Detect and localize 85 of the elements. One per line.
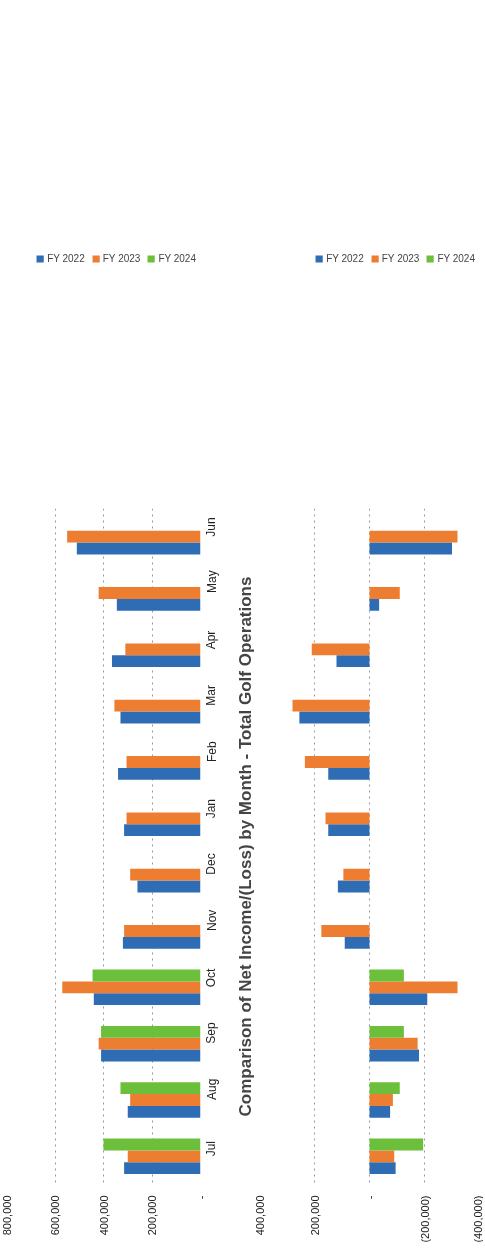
bar bbox=[118, 767, 201, 780]
legend-label: FY 2022 bbox=[326, 252, 364, 264]
bar bbox=[130, 868, 201, 881]
y-tick-label: May bbox=[204, 570, 219, 593]
bar bbox=[126, 756, 201, 768]
bar bbox=[369, 1138, 424, 1151]
bar bbox=[328, 824, 370, 837]
bar bbox=[126, 812, 201, 825]
bar bbox=[369, 542, 452, 555]
bar bbox=[67, 530, 201, 543]
x-tick-label: 200,000 bbox=[146, 1195, 158, 1236]
bar bbox=[369, 969, 404, 982]
bar bbox=[127, 1150, 201, 1163]
bar bbox=[344, 936, 370, 949]
y-tick-label: Feb bbox=[204, 741, 219, 762]
y-tick-label: Mar bbox=[204, 684, 219, 706]
bar bbox=[321, 925, 370, 937]
bar bbox=[93, 993, 201, 1006]
bar bbox=[343, 868, 370, 881]
bar bbox=[369, 1037, 418, 1050]
bar bbox=[111, 655, 201, 668]
x-tick-label: 600,000 bbox=[49, 1195, 61, 1236]
bar bbox=[328, 767, 370, 780]
legend-label: FY 2023 bbox=[381, 252, 420, 264]
bar bbox=[98, 587, 201, 599]
bar bbox=[369, 993, 428, 1006]
y-tick-label: Sep bbox=[204, 1021, 219, 1044]
legend-label: FY 2024 bbox=[158, 252, 196, 264]
bar bbox=[369, 587, 400, 599]
bar bbox=[116, 598, 201, 611]
y-tick-label: Dec bbox=[204, 853, 219, 875]
y-tick-label: Jul bbox=[204, 1140, 219, 1157]
y-tick-label: Jan bbox=[204, 798, 219, 819]
x-tick-label: 800,000 bbox=[0, 1195, 13, 1236]
bar bbox=[292, 699, 370, 712]
legend-label: FY 2024 bbox=[437, 252, 475, 264]
bar bbox=[114, 699, 201, 712]
bar bbox=[120, 711, 201, 724]
bar bbox=[101, 1025, 201, 1038]
bar bbox=[120, 1082, 201, 1095]
bar bbox=[304, 756, 370, 768]
bar bbox=[369, 1049, 419, 1062]
bar bbox=[127, 1105, 201, 1118]
legend-label: FY 2022 bbox=[47, 252, 85, 264]
y-tick-label: Oct bbox=[204, 968, 219, 988]
legend-label: FY 2023 bbox=[102, 252, 141, 264]
bar bbox=[122, 936, 201, 949]
bar bbox=[124, 925, 201, 937]
bar bbox=[311, 643, 370, 656]
bar bbox=[369, 1150, 395, 1163]
bar bbox=[336, 655, 370, 668]
bar bbox=[130, 1094, 201, 1106]
bar bbox=[101, 1049, 201, 1062]
x-tick-label: 400,000 bbox=[97, 1195, 110, 1236]
bar bbox=[369, 1025, 404, 1038]
text: Comparison of Net Income/(Loss) by Month - Total Golf Operations bbox=[235, 576, 255, 1117]
bar bbox=[369, 1082, 400, 1095]
bar bbox=[369, 981, 458, 994]
bar bbox=[92, 969, 201, 982]
bar bbox=[137, 880, 201, 893]
bar bbox=[103, 1138, 201, 1151]
x-tick-label: (200,000) bbox=[418, 1195, 431, 1243]
bar bbox=[369, 1094, 393, 1106]
bar bbox=[76, 542, 201, 555]
bar bbox=[98, 1037, 201, 1050]
x-tick-label: - bbox=[363, 1195, 376, 1200]
y-tick-label: Jun bbox=[204, 517, 219, 537]
bar bbox=[125, 643, 201, 656]
bar bbox=[299, 711, 370, 724]
bar bbox=[124, 824, 201, 837]
bar bbox=[325, 812, 370, 825]
x-tick-label: - bbox=[194, 1195, 207, 1200]
bar bbox=[369, 1105, 391, 1118]
x-tick-label: 200,000 bbox=[308, 1195, 321, 1236]
bar bbox=[369, 530, 458, 543]
bar bbox=[124, 1162, 201, 1175]
bar bbox=[369, 1162, 396, 1175]
bar bbox=[337, 880, 370, 893]
bar bbox=[62, 981, 201, 994]
y-tick-label: Apr bbox=[204, 630, 219, 650]
y-tick-label: Nov bbox=[204, 909, 219, 931]
bar bbox=[369, 598, 380, 611]
x-tick-label: 400,000 bbox=[253, 1195, 266, 1236]
y-tick-label: Aug bbox=[204, 1078, 219, 1100]
x-tick-label: (400,000) bbox=[471, 1195, 484, 1243]
